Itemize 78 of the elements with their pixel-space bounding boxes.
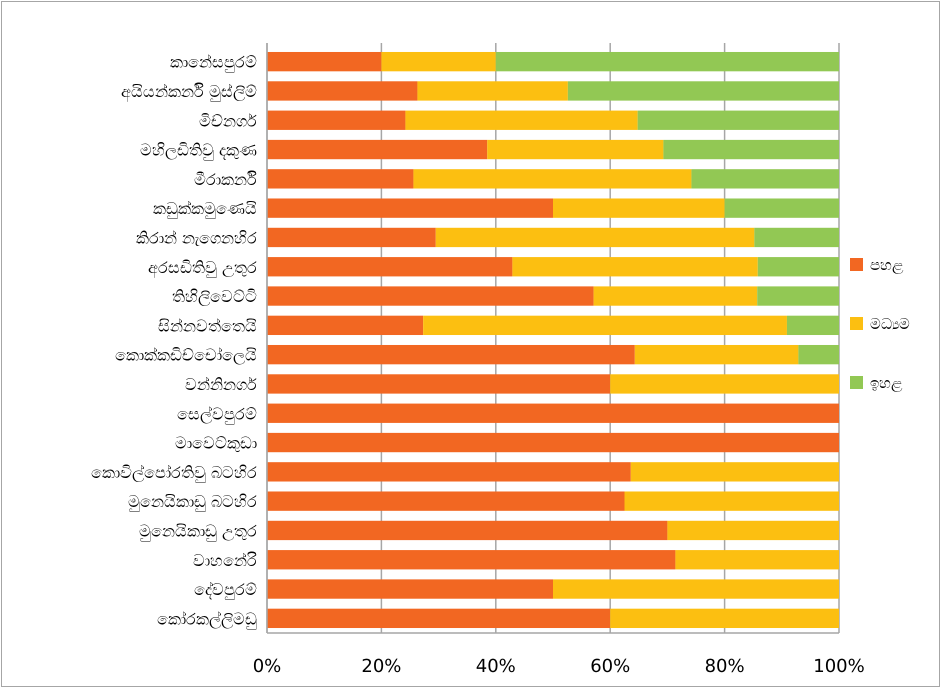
bar: [267, 110, 406, 130]
y-tick-label: දේවපුරම්: [194, 580, 257, 600]
y-tick-label: මීරාකර්නි: [194, 170, 257, 189]
y-tick-label: කානේසපුරම්: [170, 52, 257, 73]
bar: [758, 257, 839, 276]
x-tick-label: 80%: [704, 656, 745, 677]
bar: [638, 110, 839, 130]
x-tick-label: 0%: [252, 656, 282, 677]
bar: [798, 344, 839, 364]
bar: [496, 52, 839, 72]
y-tick-label: සෙල්වපුරම්: [177, 404, 257, 424]
bar: [267, 404, 839, 423]
bar: [667, 520, 839, 540]
bar: [553, 198, 725, 218]
bar: [267, 608, 610, 628]
y-tick-label: මහිලඩිතිවු දකුණ: [140, 140, 257, 161]
bar: [405, 110, 638, 130]
bar: [413, 169, 692, 189]
y-tick-label: මුනෙයිකාඩු උතුර: [138, 521, 257, 542]
bar: [267, 316, 424, 336]
bar: [624, 491, 839, 511]
bar: [417, 81, 568, 101]
legend-label: ඉහළ: [870, 374, 903, 392]
x-tick-label: 40%: [476, 656, 516, 677]
bar: [568, 81, 839, 101]
bar: [267, 344, 635, 364]
bar: [267, 198, 553, 218]
bar: [487, 140, 664, 160]
bar: [267, 520, 668, 540]
x-tick-label: 100%: [813, 656, 865, 677]
x-tick-label: 20%: [361, 656, 402, 677]
legend-label: පහළ: [870, 256, 904, 274]
bar: [423, 316, 787, 336]
bar: [724, 198, 839, 218]
y-tick-label: කඩුක්කමුණෙයි: [153, 199, 257, 220]
legend-label: මධ්‍යම: [870, 315, 910, 333]
y-tick-label: මාවෙට්කුඩා: [175, 434, 257, 453]
bar: [267, 169, 414, 189]
bar: [691, 169, 839, 189]
y-tick-label: වන්නිනගර්: [185, 374, 257, 394]
bar: [267, 550, 676, 570]
bar: [610, 374, 839, 394]
y-tick-label: තිහිලිවෙට්ටි: [172, 287, 257, 308]
bar: [786, 316, 839, 336]
y-tick-label: මුනෙයිකාඩු බටහිර: [128, 492, 257, 512]
y-tick-label: වාහනේරි: [193, 550, 257, 570]
bar: [630, 462, 839, 482]
bar: [610, 608, 839, 628]
bar: [267, 579, 553, 599]
bar: [267, 228, 436, 248]
y-tick-label: කෝරකල්ලිමඩු: [157, 609, 257, 630]
bar: [267, 140, 488, 160]
y-tick-label: අයියන්කර්නි මුස්ලිම්: [120, 82, 257, 102]
bar: [553, 579, 839, 599]
bar: [634, 344, 798, 364]
y-tick-label: මිච්නගර්: [199, 111, 257, 130]
y-tick-label: කොක්කඩිච්චෝලෙයි: [115, 346, 257, 366]
bar: [267, 52, 382, 72]
bar: [267, 432, 839, 452]
bar: [436, 228, 754, 248]
y-tick-label: අරසඩිතිවු උතුර: [148, 258, 257, 278]
bar: [267, 257, 512, 276]
bar: [267, 81, 418, 101]
bar: [267, 374, 610, 394]
bar: [594, 286, 758, 306]
bar: [267, 286, 594, 306]
bar: [267, 491, 624, 511]
bar: [663, 140, 839, 160]
bar: [675, 550, 839, 570]
bar: [754, 228, 839, 248]
bar: [757, 286, 839, 306]
bar: [267, 462, 631, 482]
bar: [512, 257, 758, 276]
bar: [381, 52, 496, 72]
x-tick-label: 60%: [590, 656, 630, 677]
y-tick-label: කිරාන් නැගෙනහිර: [136, 228, 257, 248]
y-tick-label: කොවිල්පෝරතිවු බටහිර: [90, 462, 257, 483]
y-tick-label: සින්නවත්තෙයි: [158, 316, 257, 336]
